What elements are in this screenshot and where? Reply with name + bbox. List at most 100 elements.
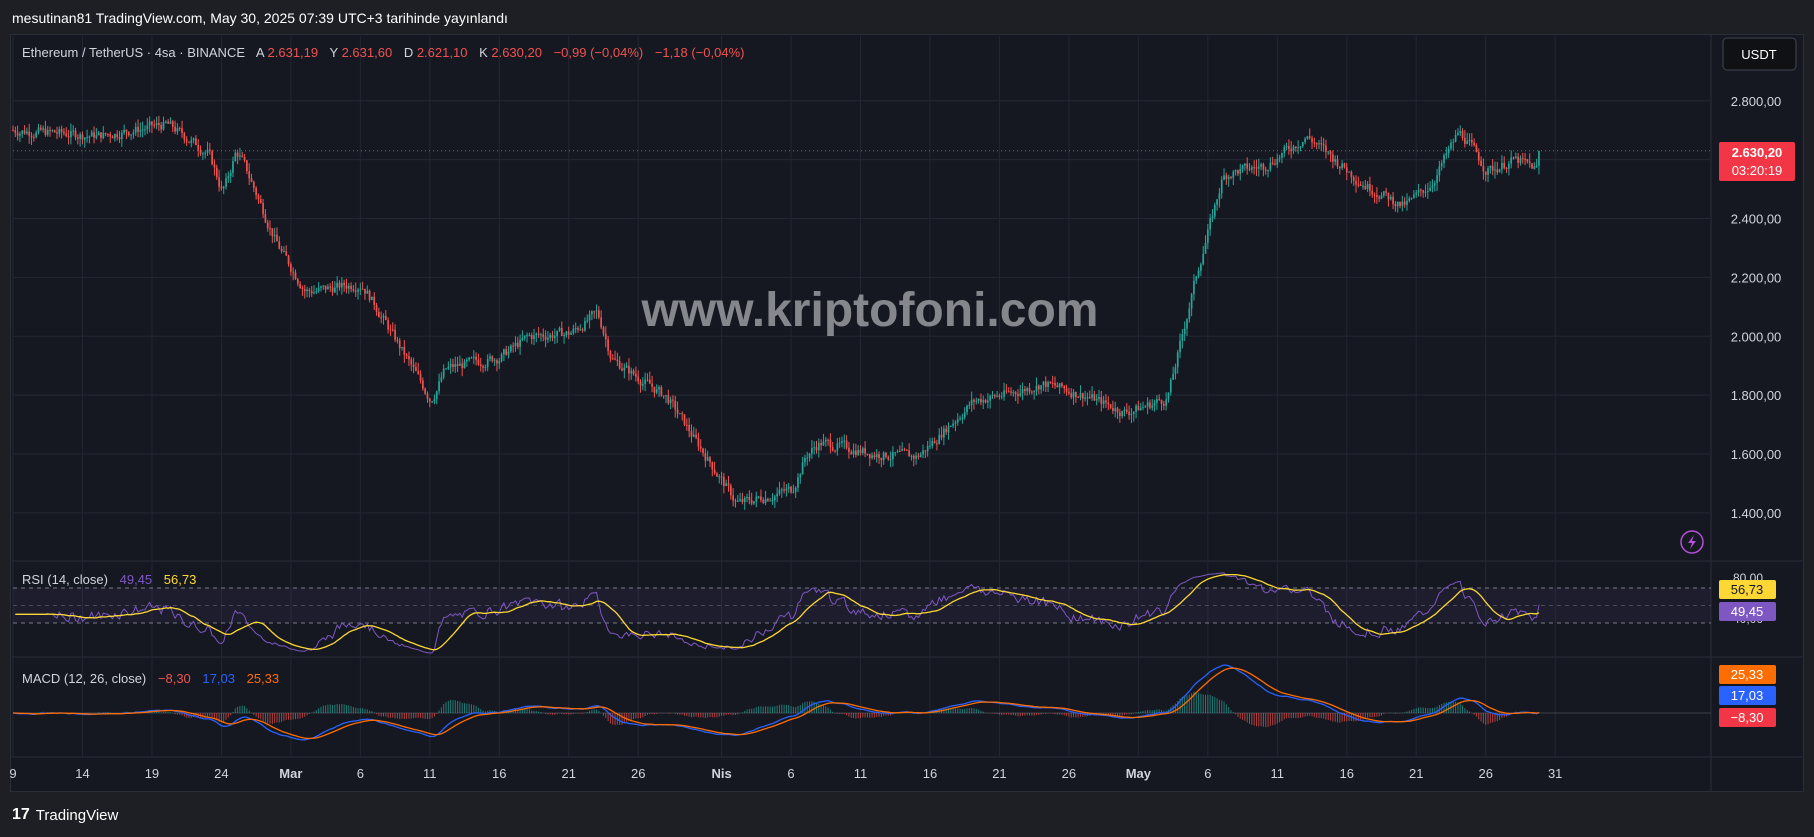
candle-body (431, 401, 433, 403)
y-tick-label: 1.400,00 (1731, 506, 1782, 521)
candle-body (158, 123, 160, 125)
candle-body (690, 431, 693, 437)
candle-body (1081, 393, 1084, 399)
candle-body (1329, 151, 1332, 155)
candle-body (229, 172, 232, 177)
x-tick-label: 11 (854, 766, 868, 781)
tradingview-logo[interactable]: 17 TradingView (12, 806, 118, 824)
candle-body (428, 398, 431, 402)
candle-body (1116, 408, 1119, 413)
candle-body (660, 387, 663, 396)
candle-body (1311, 138, 1313, 143)
candle-body (741, 499, 744, 503)
candle-body (1056, 385, 1059, 388)
candle-body (276, 234, 278, 242)
candle-body (1440, 163, 1443, 167)
candle-body (1197, 270, 1200, 277)
candle-body (130, 134, 132, 136)
chart-panel[interactable] (10, 34, 1804, 792)
candle-body (1010, 391, 1012, 393)
candle-body (841, 441, 843, 443)
candle-body (597, 310, 600, 318)
lightning-alert-icon[interactable] (1680, 530, 1704, 554)
candle-body (1429, 187, 1431, 191)
candle-body (1415, 192, 1418, 195)
candle-body (1121, 411, 1124, 417)
rsi-value: 49,45 (120, 572, 153, 587)
candle-body (1491, 165, 1494, 171)
candle-body (750, 500, 753, 504)
candle-body (952, 423, 954, 426)
high-label: Y (330, 45, 339, 60)
candle-body (387, 320, 389, 330)
candle-body (58, 129, 61, 134)
candle-body (1102, 400, 1105, 404)
candle-body (1283, 147, 1286, 154)
candle-body (820, 442, 822, 446)
candle-body (1466, 140, 1469, 144)
candle-body (630, 370, 633, 374)
candle-body (1014, 392, 1017, 394)
candle-body (966, 405, 968, 413)
candle-body (903, 449, 906, 451)
candle-body (746, 497, 748, 499)
candle-body (959, 418, 961, 420)
candle-body (1503, 162, 1506, 168)
candle-body (866, 453, 869, 455)
candle-body (949, 425, 952, 427)
candle-body (162, 122, 165, 130)
candle-body (125, 129, 128, 132)
candle-body (922, 450, 924, 455)
candle-body (375, 304, 378, 312)
candle-body (753, 501, 755, 504)
candle-body (653, 386, 656, 393)
candle-body (1336, 159, 1339, 167)
candle-body (410, 359, 413, 365)
candle-body (479, 364, 482, 367)
candle-body (1188, 308, 1191, 320)
candle-body (1315, 143, 1318, 145)
candle-body (588, 314, 591, 321)
candle-body (982, 400, 985, 403)
candle-body (790, 486, 792, 493)
candle-body (591, 311, 593, 315)
x-tick-label: 19 (145, 766, 159, 781)
candle-body (1028, 388, 1031, 392)
candle-body (310, 291, 313, 294)
candle-body (296, 279, 299, 284)
candle-body (1017, 393, 1019, 396)
candle-body (417, 370, 420, 374)
candle-body (1357, 184, 1360, 186)
candle-body (109, 134, 112, 137)
candle-body (1521, 158, 1524, 160)
candle-body (389, 329, 392, 331)
candle-body (1281, 153, 1283, 158)
candle-body (23, 130, 26, 134)
candle-body (514, 342, 517, 347)
candle-body (521, 337, 524, 340)
candle-body (241, 155, 244, 157)
candle-body (595, 310, 598, 312)
candle-body (1477, 152, 1480, 161)
candle-body (635, 373, 637, 377)
candle-body (489, 356, 491, 359)
candle-body (250, 178, 253, 182)
candle-body (1000, 396, 1003, 398)
candle-body (1334, 159, 1337, 162)
candle-body (1426, 190, 1429, 192)
candle-body (1294, 146, 1297, 149)
candle-body (801, 462, 804, 475)
currency-button[interactable]: USDT (1722, 37, 1797, 71)
candle-body (711, 461, 714, 470)
candle-body (1174, 367, 1177, 374)
candle-body (320, 286, 322, 288)
candle-body (1005, 390, 1008, 392)
candle-body (868, 454, 871, 459)
candle-body (1327, 151, 1330, 153)
candle-body (727, 483, 730, 486)
candle-body (262, 203, 264, 215)
candle-body (729, 485, 732, 496)
candle-body (1026, 388, 1029, 391)
symbol-name: Ethereum / TetherUS · 4sa · BINANCE (22, 45, 245, 60)
